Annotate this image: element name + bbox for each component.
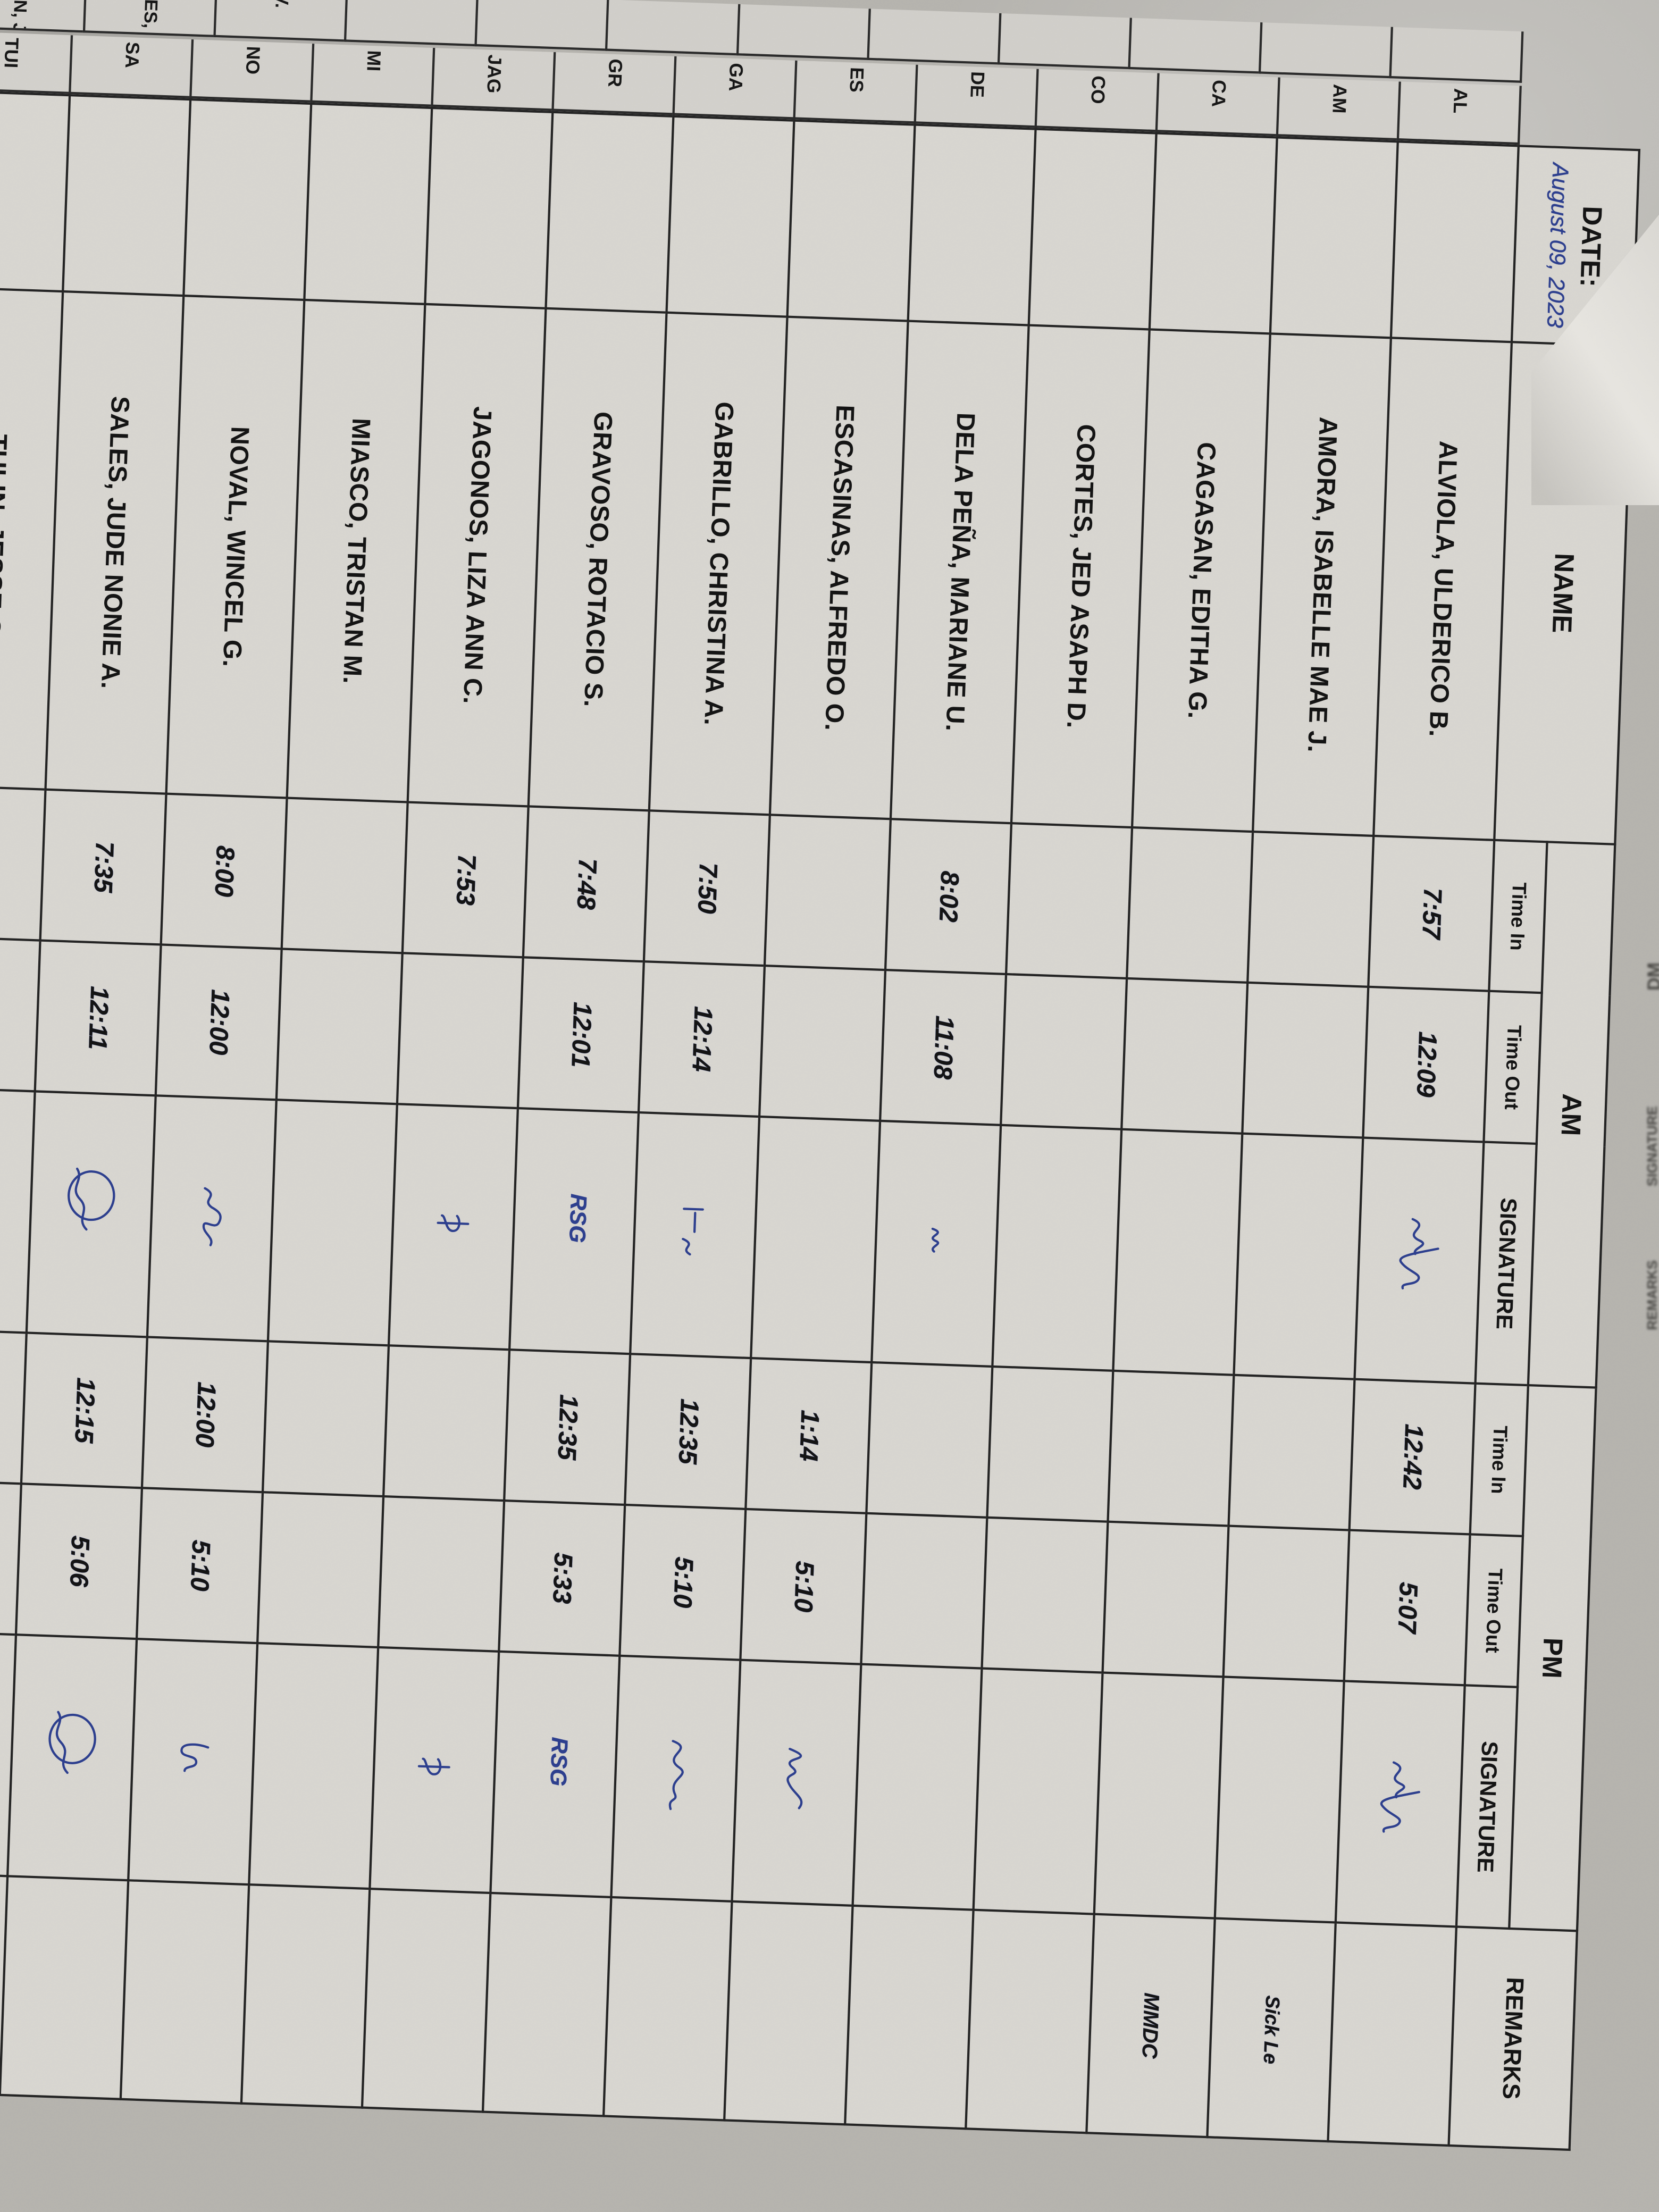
svg-text:RSG: RSG [546, 1736, 573, 1786]
svg-text:RSG: RSG [565, 1193, 592, 1243]
